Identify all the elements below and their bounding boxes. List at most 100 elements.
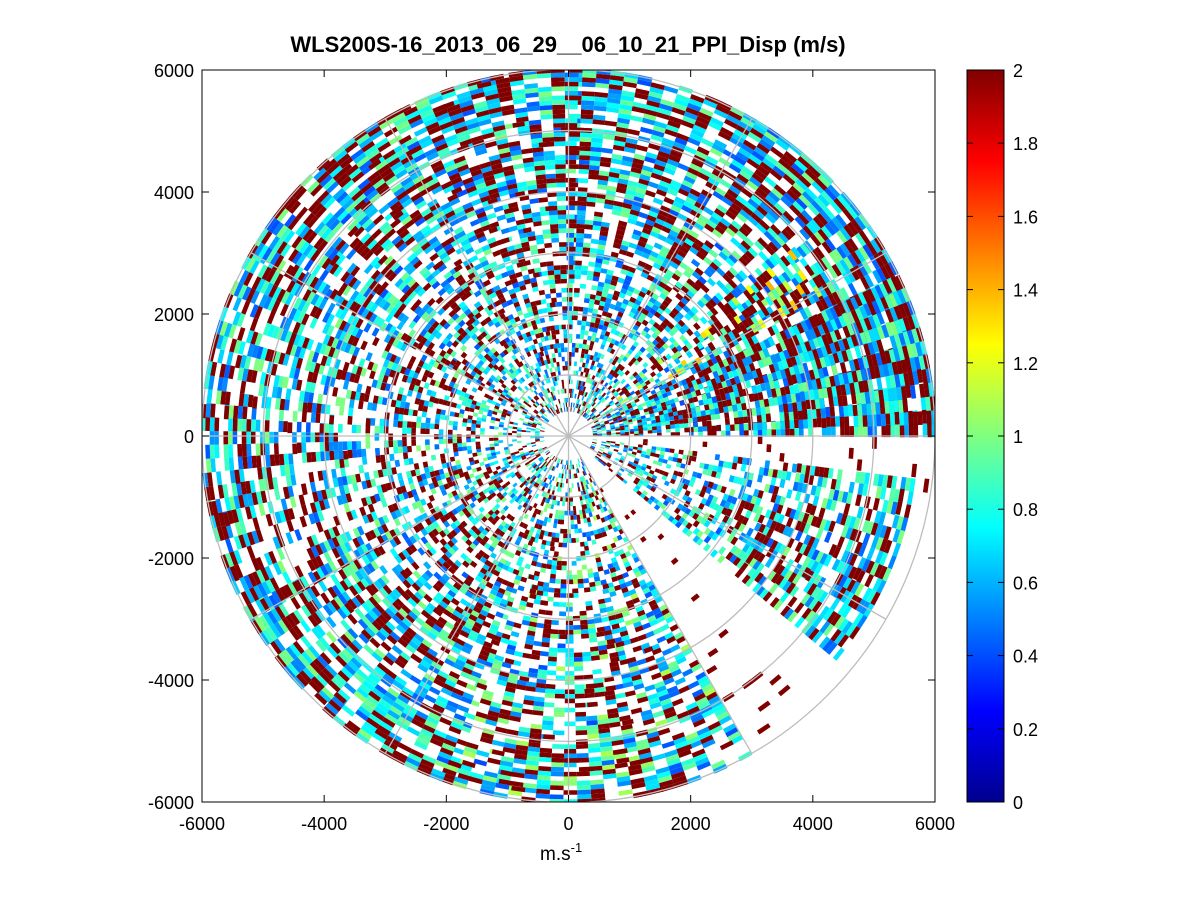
- range-gate-cell: [774, 202, 786, 215]
- range-gate-cell: [771, 421, 777, 430]
- range-gate-cell: [581, 385, 585, 391]
- range-gate-cell: [847, 254, 858, 268]
- range-gate-cell: [584, 392, 588, 397]
- range-gate-cell: [580, 628, 589, 635]
- range-gate-cell: [666, 390, 672, 397]
- range-gate-cell: [725, 257, 735, 267]
- range-gate-cell: [711, 169, 725, 179]
- range-gate-cell: [725, 424, 731, 432]
- range-gate-cell: [824, 222, 837, 236]
- range-gate-cell: [609, 75, 625, 82]
- range-gate-cell: [568, 191, 578, 197]
- range-gate-cell: [641, 368, 648, 374]
- range-gate-cell: [781, 271, 792, 283]
- range-gate-cell: [857, 262, 869, 277]
- range-gate-cell: [715, 346, 723, 355]
- range-gate-cell: [679, 423, 685, 429]
- range-gate-cell: [685, 171, 698, 181]
- range-gate-cell: [816, 417, 822, 428]
- range-gate-cell: [853, 415, 859, 427]
- range-gate-cell: [608, 84, 623, 91]
- range-gate-cell: [580, 619, 588, 625]
- range-gate-cell: [602, 375, 607, 381]
- range-gate-cell: [570, 393, 572, 398]
- range-gate-cell: [734, 273, 745, 283]
- range-gate-cell: [647, 426, 653, 431]
- range-gate-cell: [700, 189, 713, 199]
- range-gate-cell: [631, 334, 638, 342]
- range-gate-cell: [675, 427, 680, 433]
- range-gate-cell: [570, 388, 573, 394]
- range-gate-cell: [670, 378, 677, 385]
- range-gate-cell: [654, 300, 662, 308]
- range-gate-cell: [634, 374, 641, 380]
- range-gate-cell: [590, 142, 603, 148]
- range-gate-cell: [589, 155, 601, 162]
- range-gate-cell: [696, 218, 707, 228]
- range-gate-cell: [756, 205, 768, 217]
- range-gate-cell: [583, 298, 590, 304]
- range-gate-cell: [654, 159, 667, 168]
- range-gate-cell: [568, 260, 576, 266]
- range-gate-cell: [635, 220, 646, 228]
- range-gate-cell: [757, 391, 764, 400]
- range-gate-cell: [798, 419, 804, 429]
- range-gate-cell: [656, 422, 662, 427]
- range-gate-cell: [597, 179, 608, 186]
- range-gate-cell: [589, 379, 594, 385]
- range-gate-cell: [718, 251, 729, 261]
- range-gate-cell: [828, 396, 835, 407]
- range-gate-cell: [630, 166, 642, 174]
- range-gate-cell: [741, 165, 755, 177]
- range-gate-cell: [724, 418, 730, 425]
- range-gate-cell: [758, 219, 771, 231]
- range-gate-cell: [693, 330, 702, 339]
- range-gate-cell: [610, 158, 623, 165]
- range-gate-cell: [694, 365, 702, 373]
- range-gate-cell: [563, 776, 577, 782]
- range-gate-cell: [634, 431, 639, 434]
- range-gate-cell: [652, 262, 662, 270]
- range-gate-cell: [557, 514, 562, 520]
- range-gate-cell: [690, 406, 696, 413]
- range-gate-cell: [898, 372, 906, 386]
- range-gate-cell: [803, 306, 813, 318]
- range-gate-cell: [638, 211, 649, 219]
- range-gate-cell: [576, 334, 581, 339]
- range-gate-cell: [570, 515, 574, 520]
- range-gate-cell: [876, 414, 882, 427]
- range-gate-cell: [691, 456, 697, 462]
- range-gate-cell: [632, 303, 640, 310]
- range-gate-cell: [715, 413, 721, 420]
- range-gate-cell: [724, 412, 730, 419]
- range-gate-cell: [793, 410, 799, 420]
- range-gate-cell: [638, 406, 644, 411]
- range-gate-cell: [643, 326, 651, 333]
- range-gate-cell: [712, 190, 724, 201]
- range-gate-cell: [612, 205, 623, 212]
- range-gate-cell: [710, 356, 718, 365]
- range-gate-cell: [562, 542, 567, 548]
- range-gate-cell: [583, 391, 587, 397]
- range-gate-cell: [897, 317, 907, 332]
- range-gate-cell: [845, 269, 856, 283]
- range-gate-cell: [630, 344, 637, 352]
- range-gate-cell: [676, 391, 683, 398]
- range-gate-cell: [590, 407, 595, 412]
- range-gate-cell: [650, 281, 659, 290]
- range-gate-cell: [779, 214, 792, 226]
- range-gate-cell: [550, 780, 564, 786]
- range-gate-cell: [593, 397, 598, 402]
- range-gate-cell: [801, 209, 813, 223]
- range-gate-cell: [584, 688, 595, 694]
- range-gate-cell: [602, 287, 610, 294]
- range-gate-cell: [594, 392, 599, 398]
- range-gate-cell: [665, 425, 671, 430]
- range-gate-cell: [790, 355, 798, 366]
- range-gate-cell: [642, 362, 649, 369]
- range-gate-cell: [795, 178, 809, 191]
- range-gate-cell: [587, 307, 594, 314]
- range-gate-cell: [799, 228, 811, 241]
- range-gate-cell: [590, 336, 596, 342]
- range-gate-cell: [853, 293, 863, 307]
